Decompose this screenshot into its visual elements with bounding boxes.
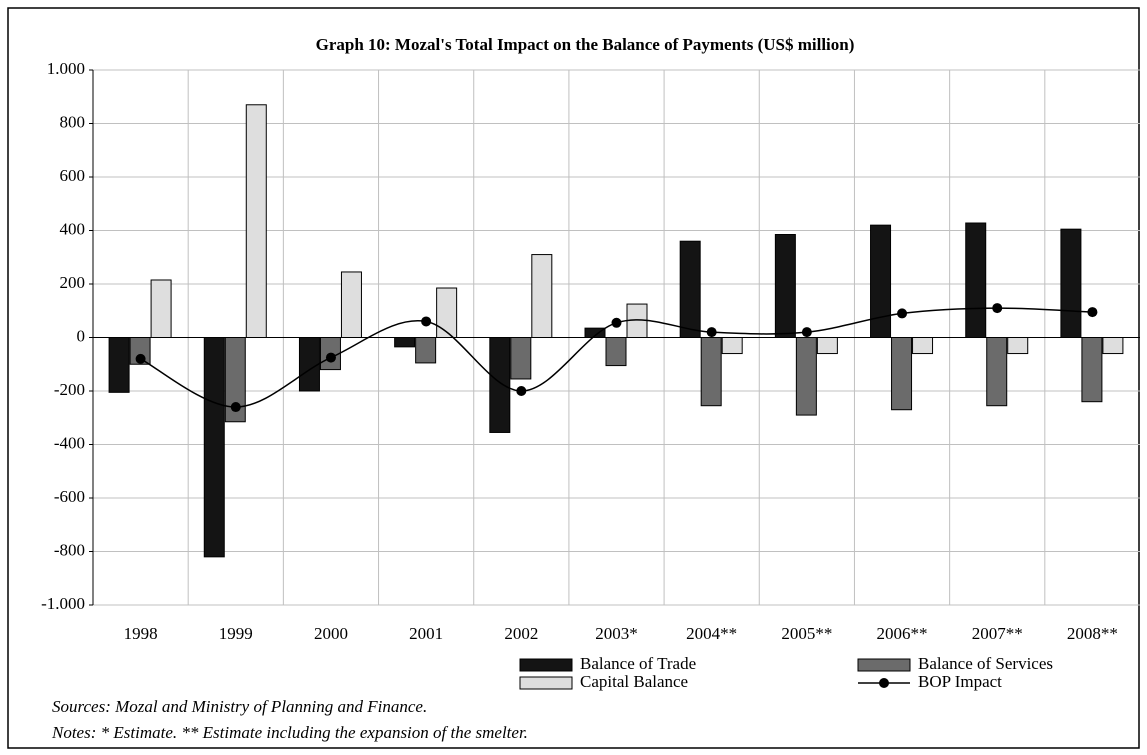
bar [531,254,553,338]
point [801,327,812,338]
point [325,352,336,363]
y-tick-label: -800 [54,540,85,559]
bar [584,327,606,339]
point [706,327,717,338]
point [421,316,432,327]
bar [816,337,838,355]
chart-title: Graph 10: Mozal's Total Impact on the Ba… [316,35,855,54]
y-tick-label: -400 [54,433,85,452]
y-tick-label: -1.000 [41,594,85,613]
legend-label: Balance of Services [918,654,1053,673]
bar [436,287,458,339]
x-tick-label: 1999 [219,624,253,643]
bar [986,337,1008,407]
bar [415,337,437,364]
bar [224,337,246,423]
x-tick-label: 2001 [409,624,443,643]
legend-swatch [857,658,911,672]
bar [795,337,817,416]
x-tick-label: 1998 [124,624,158,643]
x-tick-label: 2000 [314,624,348,643]
x-tick-label: 2003* [595,624,638,643]
x-tick-label: 2006** [877,624,928,643]
legend-label: Capital Balance [580,672,688,691]
bar [108,337,130,393]
notes: Notes: * Estimate. ** Estimate including… [51,723,528,742]
y-tick-label: 1.000 [47,59,85,78]
bar [700,337,722,407]
x-tick-label: 2005** [781,624,832,643]
point [230,402,241,413]
point [135,353,146,364]
legend-label: BOP Impact [918,672,1002,691]
legend-marker [879,678,889,688]
line [140,307,1093,408]
bar [298,337,320,392]
legend-swatch [519,676,573,690]
point [611,317,622,328]
bar [965,222,987,338]
x-tick-label: 2004** [686,624,737,643]
bar [774,234,796,338]
y-tick-label: 200 [60,273,86,292]
bar [1060,228,1082,339]
x-tick-label: 2007** [972,624,1023,643]
x-tick-label: 2002 [504,624,538,643]
bar [203,337,225,558]
legend-label: Balance of Trade [580,654,696,673]
y-tick-label: -200 [54,380,85,399]
legend-swatch [519,658,573,672]
bar [721,337,743,355]
bar [340,271,362,338]
point [516,386,527,396]
bar [150,279,172,338]
y-tick-label: 400 [60,219,86,238]
x-tick-label: 2008** [1067,624,1118,643]
bar [679,240,701,338]
bar [245,104,267,339]
point [1087,307,1098,318]
frame [7,7,1140,749]
sources: Sources: Mozal and Ministry of Planning … [52,697,427,716]
bar [1007,337,1029,355]
y-tick-label: 800 [60,112,86,131]
point [897,308,908,319]
y-tick-label: 0 [77,326,86,345]
bar [912,337,934,355]
y-tick-label: 600 [60,166,86,185]
bar [489,337,511,433]
bar [870,224,892,338]
bar [891,337,913,411]
bar [510,337,532,380]
y-tick-label: -600 [54,487,85,506]
bar [1102,337,1124,355]
bar [1081,337,1103,403]
point [992,303,1003,314]
bar [394,337,416,348]
bar [605,337,627,367]
